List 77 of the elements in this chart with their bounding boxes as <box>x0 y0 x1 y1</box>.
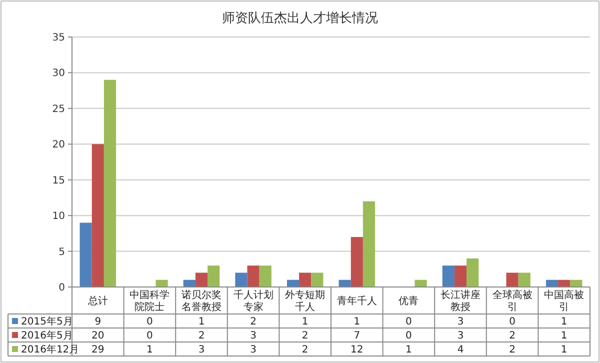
y-tick-label: 5 <box>58 246 65 258</box>
data-label: 1 <box>198 316 205 328</box>
y-tick-label: 35 <box>52 32 65 44</box>
y-tick-label: 15 <box>52 175 65 186</box>
bar <box>235 272 248 287</box>
bar <box>518 272 530 287</box>
x-tick-label: 青年千人 <box>336 295 377 307</box>
data-label: 3 <box>250 344 256 356</box>
bar <box>362 201 376 287</box>
bar <box>104 80 116 287</box>
data-label: 2 <box>509 344 516 356</box>
data-label: 29 <box>92 344 104 356</box>
data-label: 1 <box>354 316 360 328</box>
data-label: 7 <box>354 330 360 342</box>
y-tick-label: 20 <box>52 140 65 151</box>
bar <box>259 266 272 287</box>
data-label: 9 <box>94 316 102 328</box>
data-label: 0 <box>406 316 412 328</box>
bar <box>247 266 260 287</box>
data-label: 1 <box>560 344 568 356</box>
title: 师资队伍杰出人才增长情况 <box>222 11 378 26</box>
bar <box>311 272 324 287</box>
x-tick-label: 中国科学院院士 <box>130 289 170 313</box>
y-tick-label: 10 <box>52 211 65 222</box>
data-label: 2 <box>509 330 516 342</box>
bar <box>183 280 196 287</box>
data-label: 0 <box>146 330 153 342</box>
data-label: 1 <box>560 330 568 342</box>
x-tick-label: 优青 <box>398 295 419 307</box>
data-label: 3 <box>457 316 464 328</box>
x-tick-label: 长江讲座教授 <box>440 289 480 313</box>
data-label: 2 <box>250 316 256 328</box>
data-label: 2 <box>302 344 308 356</box>
bar <box>156 280 168 287</box>
bar <box>350 237 363 287</box>
bar <box>414 280 427 287</box>
bar <box>92 144 104 287</box>
data-label: 1 <box>406 344 412 356</box>
y-tick-label: 0 <box>58 282 65 294</box>
bar <box>208 266 220 287</box>
data-label: 3 <box>250 330 256 342</box>
data-label: 1 <box>146 344 153 356</box>
legend-label: 2015年5月 <box>21 316 73 328</box>
bar <box>558 280 570 287</box>
x-tick-label: 千人计划专家 <box>233 289 274 313</box>
data-label: 2 <box>302 330 308 342</box>
data-label: 0 <box>509 316 516 328</box>
y-tick-label: 30 <box>52 68 65 80</box>
bar <box>454 266 467 287</box>
x-tick-label: 全球高被引 <box>492 289 532 313</box>
legend-label: 2016年5月 <box>21 330 73 342</box>
x-tick-label: 中国高被引 <box>544 289 584 313</box>
bar <box>570 280 582 287</box>
data-label: 4 <box>457 344 464 356</box>
data-label: 0 <box>146 316 153 328</box>
x-tick-label: 诺贝尔奖名誉教授 <box>182 289 222 313</box>
bar <box>286 280 300 287</box>
bar <box>442 266 454 287</box>
data-label: 20 <box>92 330 104 342</box>
bar <box>195 272 208 287</box>
data-label: 1 <box>302 316 308 328</box>
data-label: 1 <box>560 316 568 328</box>
bar <box>546 280 558 287</box>
legend-label: 2016年12月 <box>21 344 80 356</box>
data-label: 3 <box>457 330 464 342</box>
bar <box>299 272 312 287</box>
x-tick-label: 总计 <box>86 295 108 307</box>
data-label: 12 <box>350 344 364 356</box>
data-label: 2 <box>198 330 205 342</box>
bar <box>506 272 518 287</box>
bar <box>338 280 351 287</box>
bar <box>80 222 92 287</box>
data-label: 0 <box>406 330 412 342</box>
x-tick-label: 外专短期千人 <box>285 289 326 313</box>
y-tick-label: 25 <box>52 104 65 115</box>
bar <box>466 258 479 287</box>
data-label: 3 <box>198 344 205 356</box>
